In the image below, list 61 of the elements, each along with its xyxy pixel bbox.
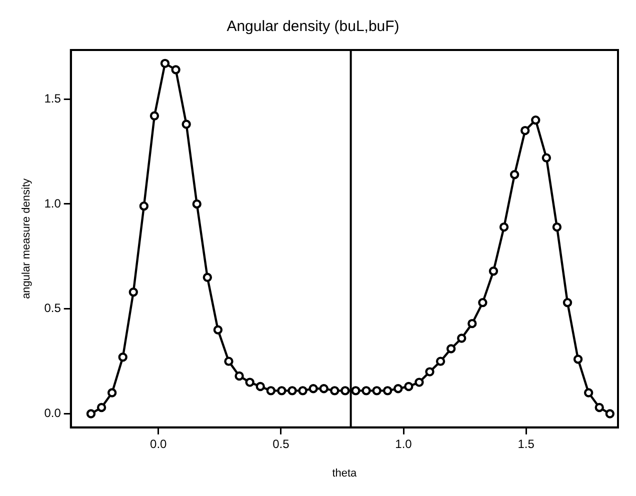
point bbox=[584, 388, 594, 398]
point bbox=[499, 222, 509, 232]
point bbox=[573, 354, 583, 364]
point bbox=[308, 384, 318, 394]
x-tick-label: 1.0 bbox=[395, 436, 412, 451]
y-tick-label: 0.0 bbox=[44, 406, 62, 420]
y-tick-label: 1.0 bbox=[44, 196, 62, 210]
x-axis-title: theta bbox=[332, 467, 358, 480]
point bbox=[446, 344, 456, 354]
point bbox=[468, 318, 477, 328]
point bbox=[234, 371, 244, 381]
point bbox=[531, 115, 540, 125]
point bbox=[96, 402, 106, 412]
point bbox=[404, 382, 414, 392]
point bbox=[160, 58, 170, 68]
point bbox=[266, 386, 276, 396]
point bbox=[118, 352, 128, 362]
point bbox=[478, 298, 488, 308]
point bbox=[414, 378, 424, 387]
point bbox=[213, 325, 223, 334]
point bbox=[372, 386, 382, 396]
point bbox=[362, 386, 371, 396]
chart-title: Angular density (buL,buF) bbox=[226, 18, 400, 36]
point bbox=[298, 386, 308, 396]
point bbox=[288, 386, 297, 396]
point bbox=[245, 378, 254, 387]
y-tick-label: 0.5 bbox=[44, 301, 62, 316]
point bbox=[319, 384, 328, 394]
point bbox=[107, 388, 117, 398]
point bbox=[139, 201, 149, 211]
point bbox=[542, 153, 552, 162]
point bbox=[128, 287, 138, 297]
point bbox=[520, 126, 530, 136]
point bbox=[594, 402, 604, 412]
point bbox=[488, 266, 498, 276]
point bbox=[330, 386, 340, 396]
point bbox=[425, 367, 434, 376]
point bbox=[340, 386, 350, 396]
y-tick-label: 1.5 bbox=[44, 91, 62, 106]
point bbox=[86, 409, 96, 418]
y-axis-title: angular measure density bbox=[20, 178, 33, 299]
point bbox=[150, 111, 160, 120]
point bbox=[382, 386, 392, 396]
point bbox=[552, 222, 562, 232]
point bbox=[171, 65, 180, 74]
point bbox=[510, 170, 520, 180]
point bbox=[256, 382, 265, 392]
point bbox=[277, 386, 286, 396]
point bbox=[192, 199, 202, 209]
point bbox=[562, 298, 572, 308]
point bbox=[202, 272, 212, 282]
point bbox=[394, 384, 403, 394]
point bbox=[351, 386, 360, 396]
x-tick-label: 0.0 bbox=[150, 436, 168, 451]
point bbox=[182, 120, 191, 129]
point bbox=[224, 356, 234, 366]
point bbox=[436, 356, 446, 366]
point bbox=[605, 409, 615, 418]
x-tick-label: 1.5 bbox=[518, 436, 535, 451]
x-tick-label: 0.5 bbox=[272, 436, 290, 451]
point bbox=[457, 334, 466, 343]
